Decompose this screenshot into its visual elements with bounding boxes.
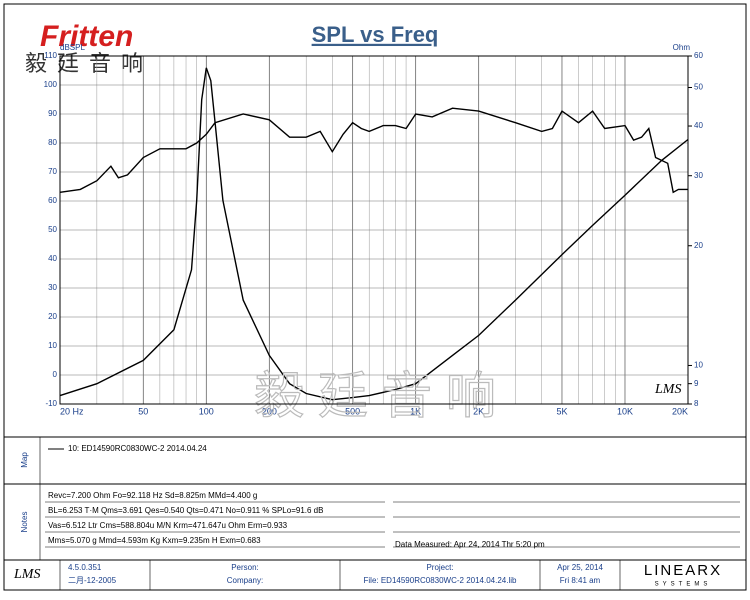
y2-tick-label: 8 — [694, 399, 699, 408]
build: 二月-12-2005 — [68, 576, 117, 585]
y-tick-label: 110 — [44, 51, 57, 60]
note-line: Revc=7.200 Ohm Fo=92.118 Hz Sd=8.825m MM… — [48, 491, 257, 500]
y2-tick-label: 50 — [694, 83, 703, 92]
x-tick-label: 5K — [556, 406, 567, 416]
footer: LMS 4.5.0.351 二月-12-2005 Person: Company… — [13, 560, 722, 590]
y-tick-label: 0 — [53, 370, 58, 379]
notes-label: Notes — [20, 512, 29, 533]
logo-cn: 毅廷音响 — [25, 51, 153, 76]
x-tick-label: 2K — [473, 406, 484, 416]
x-tick-label: 50 — [138, 406, 148, 416]
frame — [3, 3, 747, 591]
person: Person: — [231, 563, 259, 572]
y-axis-label: dBSPL — [60, 43, 85, 52]
brand-sub: SYSTEMS — [655, 582, 712, 588]
y-tick-label: -10 — [45, 399, 57, 408]
y2-tick-label: 20 — [694, 241, 703, 250]
brand: LINEARX — [644, 562, 722, 579]
y2-axis-label: Ohm — [673, 43, 691, 52]
note-line: BL=6.253 T·M Qms=3.691 Qes=0.540 Qts=0.4… — [48, 506, 323, 515]
plot: 20 Hz 50 100 200 500 1K 2K 5K 10K 20K -10 0 10 20 30 40… — [44, 51, 704, 416]
watermark: 毅 廷 音 响 — [254, 368, 496, 424]
logo: Fritten — [40, 20, 133, 53]
y-tick-label: 50 — [48, 225, 57, 234]
series-line — [59, 107, 688, 194]
note-line: Vas=6.512 Ltr Cms=588.804u M/N Krm=471.6… — [48, 521, 288, 530]
y2-tick-label: 30 — [694, 171, 703, 180]
y-tick-label: 70 — [48, 167, 57, 176]
plot-frame — [59, 55, 689, 405]
x-tick-label: 200 — [262, 406, 277, 416]
x-tick-label: 20 Hz — [60, 406, 84, 416]
legend-entry: 10: ED14590RC0830WC-2 2014.04.24 — [68, 444, 207, 453]
footer-logo: LMS — [13, 567, 40, 582]
y2-tick-label: 40 — [694, 121, 703, 130]
notes-box — [3, 483, 747, 561]
y-tick-label: 10 — [48, 341, 57, 350]
map-label: Map — [20, 452, 29, 468]
y2-tick-label: 9 — [694, 379, 699, 388]
y-tick-label: 40 — [48, 254, 57, 263]
time: Fri 8:41 am — [560, 576, 601, 585]
y-tick-label: 60 — [48, 196, 57, 205]
plot-logo: LMS — [654, 382, 681, 397]
y-tick-label: 100 — [44, 80, 58, 89]
x-tick-label: 10K — [617, 406, 633, 416]
series-line — [59, 67, 689, 401]
version: 4.5.0.351 — [68, 563, 102, 572]
notes: Revc=7.200 Ohm Fo=92.118 Hz Sd=8.825m MM… — [45, 491, 740, 548]
y2-tick-label: 60 — [694, 51, 703, 60]
chart-title: SPL vs Freq — [312, 22, 439, 47]
date: Apr 25, 2014 — [557, 563, 603, 572]
measured: Data Measured: Apr 24, 2014 Thr 5:20 pm — [395, 540, 545, 549]
x-tick-label: 100 — [199, 406, 214, 416]
company: Company: — [227, 576, 263, 585]
x-tick-label: 20K — [672, 406, 688, 416]
x-tick-label: 1K — [410, 406, 421, 416]
x-tick-label: 500 — [345, 406, 360, 416]
y2-tick-label: 10 — [694, 361, 703, 370]
y-tick-label: 80 — [48, 138, 57, 147]
y-tick-label: 20 — [48, 312, 57, 321]
y-tick-label: 30 — [48, 283, 57, 292]
file: File: ED14590RC0830WC-2 2014.04.24.lib — [364, 576, 518, 585]
project: Project: — [426, 563, 453, 572]
note-line: Mms=5.070 g Mmd=4.593m Kg Kxm=9.235m H E… — [48, 536, 261, 545]
y-tick-label: 90 — [48, 109, 57, 118]
